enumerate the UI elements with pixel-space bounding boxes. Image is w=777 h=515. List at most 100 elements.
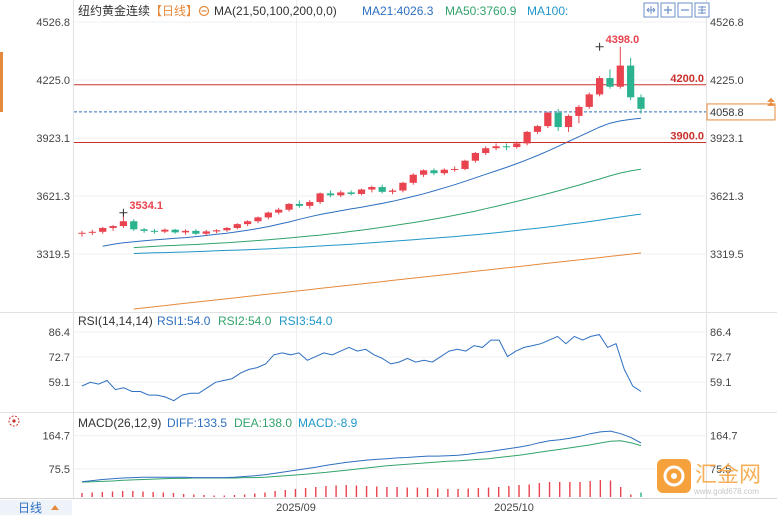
annotation-label: 3534.1 bbox=[129, 200, 163, 212]
price-levels: 4200.0 3900.0 4058.8 bbox=[74, 73, 776, 143]
scroll-up-icon bbox=[767, 97, 775, 106]
ma100-line bbox=[133, 213, 642, 254]
macd-title: MACD(26,12,9) bbox=[78, 416, 161, 430]
zoom-in-icon[interactable] bbox=[660, 2, 676, 18]
candle-up bbox=[88, 231, 96, 233]
candle-up bbox=[595, 78, 604, 95]
alert-icon[interactable] bbox=[8, 415, 20, 427]
candle-up bbox=[451, 168, 459, 170]
candle-up bbox=[119, 221, 128, 227]
symbol-name: 纽约黄金连续 bbox=[78, 3, 150, 18]
period-label[interactable]: 【日线】 bbox=[150, 4, 198, 18]
candle-down bbox=[130, 221, 138, 230]
current-price-box bbox=[706, 103, 776, 121]
candle-up bbox=[99, 227, 107, 232]
candle-up bbox=[223, 227, 231, 231]
ma21-line bbox=[102, 117, 642, 247]
current-price-label: 4058.8 bbox=[710, 107, 744, 119]
annotation-marker bbox=[119, 208, 128, 217]
rsi-grid bbox=[74, 331, 706, 383]
candle-up bbox=[533, 126, 542, 132]
rsi1-value: RSI1:54.0 bbox=[157, 314, 211, 328]
ma-params: MA(21,50,100,200,0,0) bbox=[214, 4, 337, 18]
date-label: 2025/09 bbox=[276, 502, 316, 514]
candle-up bbox=[564, 115, 573, 128]
annotation-label: 4398.0 bbox=[606, 34, 640, 46]
price-tick-right: 4526.8 bbox=[710, 17, 744, 29]
candle-down bbox=[295, 203, 304, 206]
candle-up bbox=[440, 169, 448, 174]
zoom-out-icon[interactable] bbox=[677, 2, 693, 18]
rsi-tick-left: 72.7 bbox=[49, 352, 70, 364]
ma100-value: MA100: bbox=[527, 4, 568, 18]
candle-down bbox=[430, 170, 438, 174]
price-tick-left: 3923.1 bbox=[36, 133, 70, 145]
watermark-text: 汇金网 bbox=[695, 462, 761, 487]
rsi-lines bbox=[81, 334, 642, 402]
candle-down bbox=[378, 187, 386, 192]
price-tick-right: 3319.5 bbox=[710, 249, 744, 261]
candle-up bbox=[388, 190, 397, 192]
candle-up bbox=[254, 217, 262, 222]
candle-down bbox=[502, 146, 511, 148]
triangle-up-icon bbox=[51, 505, 59, 510]
candle-up bbox=[109, 226, 117, 228]
ma50-line bbox=[133, 168, 642, 249]
settings-icon[interactable] bbox=[198, 5, 210, 17]
diff-value: DIFF:133.5 bbox=[167, 416, 227, 430]
candle-up bbox=[368, 187, 376, 190]
candle-up bbox=[316, 193, 324, 203]
macd-tick-left: 164.7 bbox=[42, 431, 70, 443]
price-tick-right: 3621.3 bbox=[710, 191, 744, 203]
left-accent-bar bbox=[0, 52, 3, 112]
candle-up bbox=[161, 229, 169, 232]
macd-lines bbox=[81, 430, 642, 483]
period-select-button[interactable]: 日线 bbox=[0, 500, 72, 515]
fullscreen-icon[interactable] bbox=[643, 2, 659, 18]
macd-tick-right: 75.5 bbox=[710, 464, 731, 476]
macd-tick-left: 75.5 bbox=[49, 464, 70, 476]
candle-up bbox=[244, 221, 252, 225]
candle-up bbox=[409, 174, 417, 183]
candle-up bbox=[337, 192, 345, 196]
date-label: 2025/10 bbox=[494, 502, 534, 514]
price-tick-left: 4225.0 bbox=[36, 75, 70, 87]
rsi-tick-right: 86.4 bbox=[710, 327, 731, 339]
price-axis: 4526.8 4526.8 4225.0 4225.0 3923.1 3923.1 3621… bbox=[36, 17, 743, 261]
diff-line bbox=[81, 430, 642, 483]
rsi-axis: 86.4 86.4 72.7 72.7 59.1 59.1 bbox=[49, 327, 732, 389]
candle-up bbox=[264, 212, 272, 218]
rsi-tick-left: 86.4 bbox=[49, 327, 70, 339]
candle-down bbox=[192, 230, 200, 234]
price-level-label: 3900.0 bbox=[670, 130, 704, 142]
rsi-tick-right: 72.7 bbox=[710, 352, 731, 364]
candle-up bbox=[523, 131, 531, 144]
macd-grid bbox=[74, 435, 706, 470]
candle-up bbox=[471, 153, 479, 161]
rsi3-value: RSI3:54.0 bbox=[279, 314, 333, 328]
macd-value: MACD:-8.9 bbox=[298, 416, 358, 430]
candle-up bbox=[461, 160, 469, 169]
candle-down bbox=[627, 65, 635, 98]
price-level-label: 4200.0 bbox=[670, 73, 704, 85]
candle-up bbox=[202, 231, 210, 234]
candle-up bbox=[616, 65, 624, 87]
rsi2-value: RSI2:54.0 bbox=[218, 314, 272, 328]
candle-down bbox=[637, 97, 645, 109]
candle-down bbox=[140, 229, 148, 231]
grid-icon[interactable] bbox=[694, 2, 710, 18]
candle-up bbox=[275, 209, 283, 213]
candle-up bbox=[419, 170, 428, 175]
price-tick-right: 4225.0 bbox=[710, 75, 744, 87]
candle-up bbox=[544, 112, 552, 127]
candle-up bbox=[575, 106, 583, 116]
price-tick-left: 3319.5 bbox=[36, 249, 70, 261]
candle-up bbox=[513, 143, 521, 148]
watermark-logo: 汇金网 www.gold678.com bbox=[657, 459, 761, 496]
dea-line bbox=[81, 440, 642, 483]
rsi-tick-left: 59.1 bbox=[49, 377, 70, 389]
candle-down bbox=[171, 229, 179, 233]
rsi-tick-right: 59.1 bbox=[710, 377, 731, 389]
candle-up bbox=[357, 189, 366, 194]
